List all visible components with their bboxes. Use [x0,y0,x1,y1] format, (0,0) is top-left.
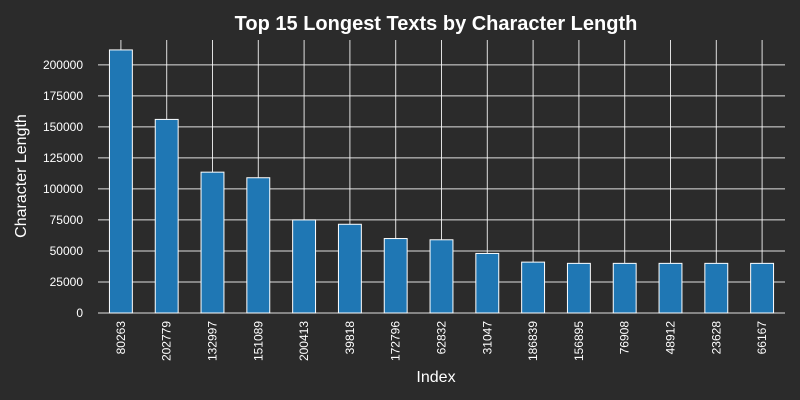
x-axis-label: Index [416,369,455,386]
y-axis-label: Character Length [13,114,30,238]
chart-title: Top 15 Longest Texts by Character Length [235,13,638,35]
x-tick-label: 151089 [251,321,265,361]
x-tick-label: 156895 [572,321,586,361]
y-tick-label: 150000 [43,120,83,134]
bar-156895 [566,262,591,314]
bar-66167 [750,262,775,314]
x-axis-ticks: 80263 202779 132997 151089 200413 39818 172796… [114,321,769,361]
y-tick-label: 25000 [50,275,84,289]
y-tick-label: 0 [76,306,83,320]
bar-23628 [704,262,729,314]
x-tick-label: 31047 [480,321,494,355]
y-tick-label: 75000 [50,213,84,227]
bar-151089 [246,177,271,314]
x-tick-label: 80263 [114,321,128,355]
x-tick-label: 39818 [343,321,357,355]
bar-76908 [612,262,637,314]
x-tick-label: 62832 [435,321,449,355]
y-tick-label: 200000 [43,58,83,72]
x-tick-label: 23628 [709,321,723,355]
x-tick-label: 172796 [389,321,403,361]
bar-202779 [154,118,179,314]
x-tick-label: 132997 [206,321,220,361]
bar-132997 [200,171,225,314]
y-tick-label: 50000 [50,244,84,258]
bar-62832 [429,239,454,314]
x-tick-label: 186839 [526,321,540,361]
x-tick-label: 48912 [664,321,678,355]
bar-200413 [292,219,317,314]
y-tick-label: 175000 [43,89,83,103]
bar-48912 [658,262,683,314]
bar-80263 [108,49,133,314]
y-tick-label: 125000 [43,151,83,165]
x-tick-label: 66167 [755,321,769,355]
bar-31047 [475,252,500,314]
x-tick-label: 76908 [618,321,632,355]
bar-172796 [383,238,408,314]
x-tick-label: 202779 [160,321,174,361]
bar-186839 [521,261,546,314]
x-tick-label: 200413 [297,321,311,361]
y-axis-ticks: 0 25000 50000 75000 100000 125000 150000 175000… [43,58,83,320]
y-tick-label: 100000 [43,182,83,196]
bar-39818 [337,223,362,314]
bars [108,49,775,314]
